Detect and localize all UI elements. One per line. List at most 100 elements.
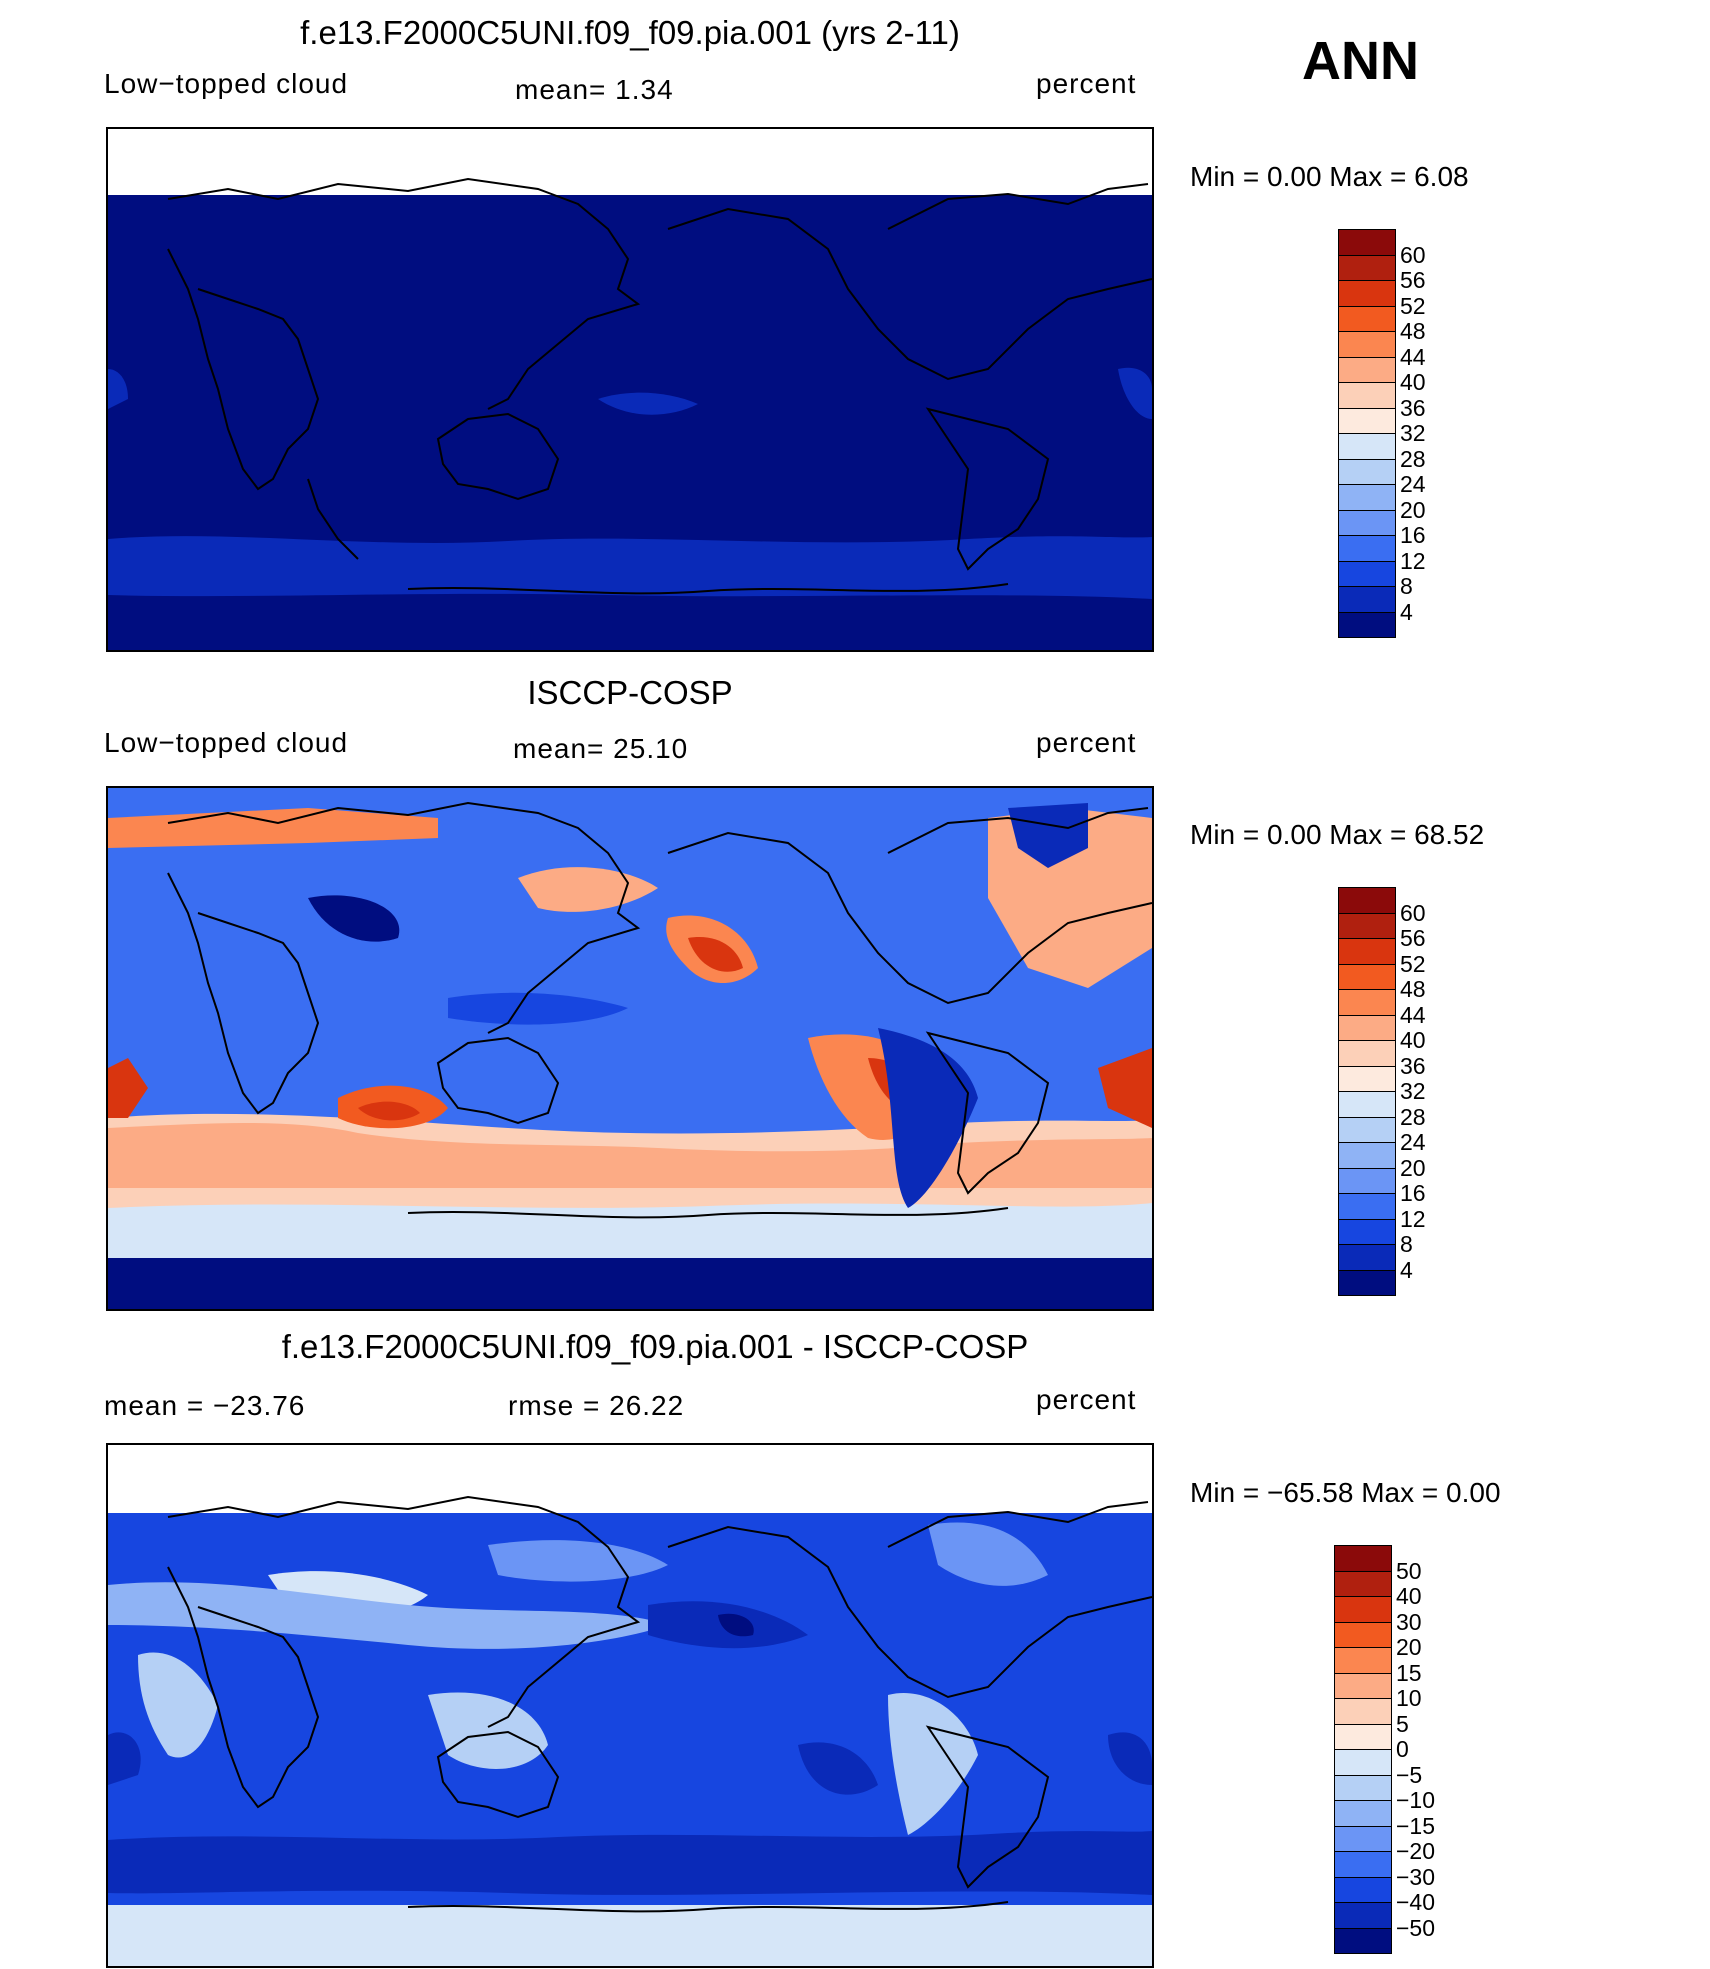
panel-3-coastlines xyxy=(167,1495,1152,1913)
colorbar-swatch xyxy=(1338,433,1396,460)
panel-3-rmse-label: rmse = 26.22 xyxy=(508,1390,685,1421)
colorbar-swatch xyxy=(1338,1142,1396,1169)
colorbar-swatch xyxy=(1334,1851,1392,1878)
colorbar-label: 4 xyxy=(1400,1256,1413,1283)
panel-1-units-label: percent xyxy=(1036,68,1137,99)
colorbar-swatch xyxy=(1338,963,1396,990)
colorbar-swatch xyxy=(1334,1723,1392,1750)
panel-1-mean-label: mean= 1.34 xyxy=(515,74,674,105)
colorbar-label: 15 xyxy=(1396,1659,1422,1686)
colorbar-label: 16 xyxy=(1400,522,1426,548)
panel-3-map xyxy=(106,1443,1154,1968)
colorbar-swatch xyxy=(1334,1672,1392,1699)
colorbar-label: 44 xyxy=(1400,1001,1426,1028)
colorbar-label: −40 xyxy=(1396,1889,1436,1915)
colorbar-label: 0 xyxy=(1396,1736,1409,1762)
colorbar-label: −30 xyxy=(1396,1863,1436,1890)
colorbar-label: 5 xyxy=(1396,1710,1409,1737)
panel-2-variable-label: Low−topped cloud xyxy=(104,727,349,758)
colorbar-swatch xyxy=(1338,280,1396,307)
colorbar-label: 50 xyxy=(1396,1557,1422,1584)
colorbar-label: 28 xyxy=(1400,1103,1426,1130)
panel-2-title: ISCCP-COSP xyxy=(527,674,733,711)
colorbar-label: 40 xyxy=(1396,1583,1422,1609)
panel-3-minmax: Min = −65.58 Max = 0.00 xyxy=(1190,1477,1501,1508)
colorbar-label: 56 xyxy=(1400,267,1426,293)
colorbar-label: 4 xyxy=(1400,598,1413,625)
panel-3-title: f.e13.F2000C5UNI.f09_f09.pia.001 - ISCCP… xyxy=(281,1328,1029,1365)
colorbar-swatch xyxy=(1338,887,1396,914)
panel-1-map xyxy=(106,127,1154,652)
colorbar-swatch xyxy=(1334,1570,1392,1597)
colorbar-swatch xyxy=(1338,1269,1396,1296)
colorbar-swatch xyxy=(1334,1621,1392,1648)
panel-1-title: f.e13.F2000C5UNI.f09_f09.pia.001 (yrs 2-… xyxy=(300,14,960,51)
colorbar-label: 28 xyxy=(1400,445,1426,472)
colorbar-swatch xyxy=(1338,989,1396,1016)
panel-2-coastlines xyxy=(167,801,1152,1219)
colorbar-label: 56 xyxy=(1400,925,1426,951)
colorbar-label: 20 xyxy=(1400,1154,1426,1181)
colorbar-swatch xyxy=(1338,509,1396,536)
colorbar-swatch xyxy=(1338,560,1396,587)
colorbar-label: 32 xyxy=(1400,420,1426,446)
colorbar-swatch xyxy=(1334,1774,1392,1801)
colorbar-swatch xyxy=(1338,1244,1396,1271)
panel-3-mean-label: mean = −23.76 xyxy=(104,1390,306,1421)
panel-2-map xyxy=(106,786,1154,1311)
colorbar-label: 60 xyxy=(1400,241,1426,268)
panel-1-minmax: Min = 0.00 Max = 6.08 xyxy=(1190,161,1469,192)
colorbar-label: 30 xyxy=(1396,1608,1422,1635)
colorbar-swatch xyxy=(1338,1167,1396,1194)
panel-3-colorbar: 50 40 30 20 15 10 5 0 −5 −10 −15 −20 −30 −40 −50 xyxy=(1334,1545,1484,1959)
colorbar-swatch xyxy=(1338,458,1396,485)
panel-2-mean-label: mean= 25.10 xyxy=(513,733,689,764)
colorbar-swatch xyxy=(1338,1193,1396,1220)
colorbar-swatch xyxy=(1334,1545,1392,1572)
panel-3-units-label: percent xyxy=(1036,1384,1137,1415)
panel-2-minmax: Min = 0.00 Max = 68.52 xyxy=(1190,819,1485,850)
panel-1-coastlines xyxy=(167,177,1152,595)
colorbar-swatch xyxy=(1338,484,1396,511)
colorbar-label: 8 xyxy=(1400,573,1413,599)
colorbar-label: 16 xyxy=(1400,1180,1426,1206)
colorbar-label: 36 xyxy=(1400,394,1426,421)
colorbar-label: 24 xyxy=(1400,1129,1426,1155)
season-label: ANN xyxy=(1302,31,1419,91)
panel-2-colorbar: 60 56 52 48 44 40 36 32 28 24 20 16 12 8 4 xyxy=(1338,887,1478,1301)
colorbar-label: 10 xyxy=(1396,1685,1422,1711)
colorbar-swatch xyxy=(1338,1091,1396,1118)
colorbar-swatch xyxy=(1334,1800,1392,1827)
colorbar-label: 20 xyxy=(1400,496,1426,523)
colorbar-label: 44 xyxy=(1400,343,1426,370)
colorbar-label: 24 xyxy=(1400,471,1426,497)
colorbar-label: 20 xyxy=(1396,1634,1422,1660)
colorbar-swatch xyxy=(1338,912,1396,939)
colorbar-label: −50 xyxy=(1396,1914,1436,1941)
colorbar-swatch xyxy=(1338,229,1396,256)
colorbar-swatch xyxy=(1338,1116,1396,1143)
panel-1-colorbar: 60 56 52 48 44 40 36 32 28 24 20 16 12 8 4 xyxy=(1338,229,1478,643)
colorbar-swatch xyxy=(1338,1065,1396,1092)
colorbar-swatch xyxy=(1334,1749,1392,1776)
colorbar-swatch xyxy=(1334,1698,1392,1725)
colorbar-label: 40 xyxy=(1400,369,1426,395)
colorbar-swatch xyxy=(1334,1876,1392,1903)
panel-2-units-label: percent xyxy=(1036,727,1137,758)
colorbar-label: 32 xyxy=(1400,1078,1426,1104)
colorbar-label: −5 xyxy=(1396,1761,1423,1788)
colorbar-swatch xyxy=(1334,1902,1392,1929)
colorbar-swatch xyxy=(1338,407,1396,434)
colorbar-swatch xyxy=(1338,611,1396,638)
colorbar-swatch xyxy=(1334,1927,1392,1954)
colorbar-label: −20 xyxy=(1396,1838,1436,1864)
colorbar-label: 12 xyxy=(1400,1205,1426,1232)
colorbar-swatch xyxy=(1338,356,1396,383)
colorbar-swatch xyxy=(1338,535,1396,562)
colorbar-swatch xyxy=(1338,586,1396,613)
colorbar-swatch xyxy=(1338,331,1396,358)
colorbar-swatch xyxy=(1338,254,1396,281)
colorbar-label: 36 xyxy=(1400,1052,1426,1079)
colorbar-label: 52 xyxy=(1400,292,1426,319)
panel-1-southern-band xyxy=(108,536,1152,599)
